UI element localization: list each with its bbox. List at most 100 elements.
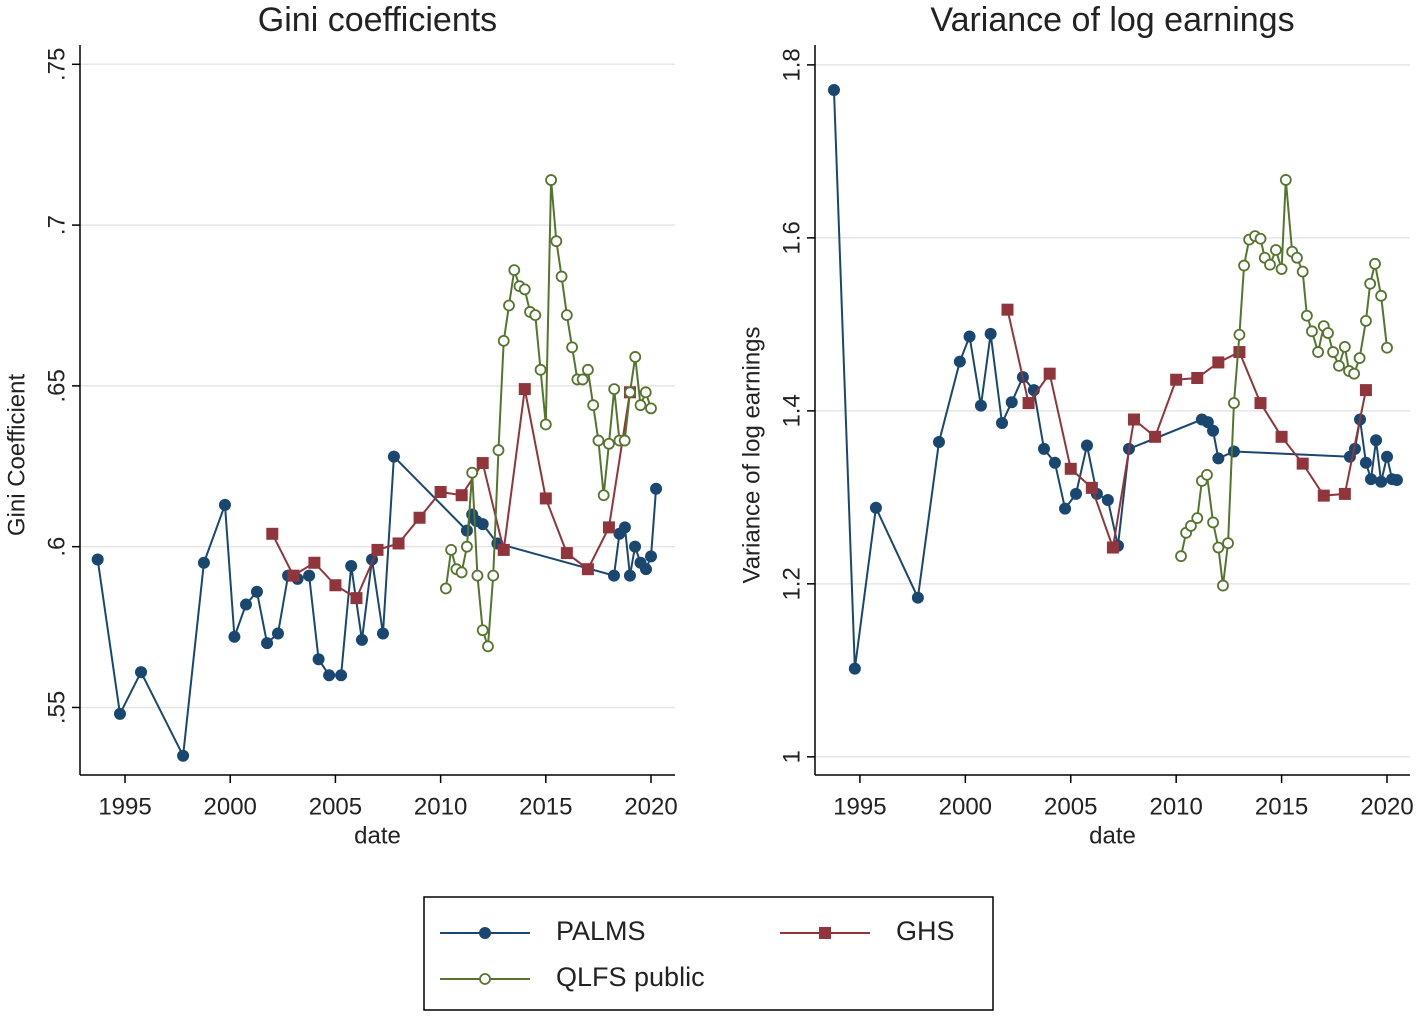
marker (996, 416, 1009, 429)
marker (1254, 232, 1267, 245)
marker (1185, 520, 1197, 532)
marker (932, 436, 945, 449)
marker (250, 585, 263, 598)
marker (1106, 541, 1119, 554)
marker (545, 174, 557, 186)
marker (1291, 251, 1303, 264)
marker (1080, 439, 1093, 452)
marker (508, 264, 521, 277)
marker (266, 527, 279, 540)
y-axis-label: Gini Coefficient (3, 374, 30, 537)
marker (497, 334, 510, 347)
marker (503, 299, 515, 312)
marker (466, 466, 479, 479)
marker (534, 363, 547, 376)
chart-title: Variance of log earnings (930, 1, 1294, 39)
marker (974, 399, 987, 412)
marker (434, 486, 447, 499)
marker (592, 434, 605, 447)
marker (355, 633, 368, 646)
marker (439, 582, 452, 595)
x-tick-label: 1995 (98, 793, 151, 820)
marker (1275, 263, 1288, 275)
marker (529, 309, 542, 322)
marker (91, 553, 104, 566)
marker (1201, 416, 1214, 429)
x-tick-label: 2000 (204, 793, 257, 820)
legend-box (423, 896, 994, 1011)
x-axis-label: date (1089, 822, 1136, 849)
marker (560, 309, 573, 322)
marker (455, 489, 468, 502)
marker (518, 283, 531, 296)
marker (566, 341, 579, 354)
marker (287, 569, 300, 582)
x-tick-label: 1995 (833, 793, 886, 820)
marker (461, 540, 473, 553)
marker (312, 653, 325, 666)
marker (335, 669, 348, 682)
y-tick-label: .6 (43, 537, 70, 557)
marker (350, 592, 363, 605)
marker (487, 569, 500, 582)
x-tick-label: 2005 (309, 793, 362, 820)
y-tick-label: .75 (43, 48, 70, 81)
marker (476, 624, 489, 637)
marker (629, 540, 642, 553)
marker (479, 973, 491, 985)
marker (1228, 397, 1240, 409)
marker (1233, 328, 1246, 341)
marker (1317, 489, 1330, 502)
marker (629, 351, 642, 363)
marker (135, 666, 148, 679)
marker (587, 399, 600, 412)
marker (1264, 258, 1276, 271)
y-tick-label: 1.2 (778, 567, 805, 600)
marker (1359, 384, 1372, 397)
marker (1022, 397, 1035, 410)
legend-label: PALMS (556, 916, 646, 946)
marker (345, 559, 358, 572)
marker (1348, 367, 1361, 380)
x-tick-label: 2005 (1044, 793, 1097, 820)
marker (953, 355, 966, 368)
marker (1338, 487, 1351, 500)
y-tick-label: 1 (778, 750, 805, 763)
marker (555, 270, 568, 283)
marker (261, 637, 274, 650)
x-tick-label: 2015 (519, 793, 572, 820)
marker (1233, 346, 1246, 359)
marker (1279, 174, 1292, 186)
marker (476, 518, 489, 531)
marker (984, 327, 997, 340)
marker (479, 927, 491, 939)
marker (1001, 303, 1014, 316)
x-axis-label: date (354, 822, 401, 849)
marker (1275, 430, 1288, 443)
marker (445, 543, 458, 556)
marker (539, 418, 552, 431)
marker (1207, 516, 1219, 529)
marker (639, 563, 652, 576)
marker (1306, 325, 1318, 338)
marker (271, 627, 284, 640)
marker (608, 383, 621, 395)
marker (1037, 442, 1050, 455)
marker (1201, 468, 1213, 481)
marker (848, 662, 861, 675)
marker (1059, 502, 1072, 515)
marker (1300, 309, 1313, 322)
marker (1270, 244, 1282, 256)
marker (550, 235, 563, 248)
marker (639, 386, 652, 399)
marker (1338, 340, 1351, 353)
marker (1222, 537, 1234, 550)
legend-label: QLFS public (556, 962, 705, 992)
marker (482, 640, 494, 653)
marker (1070, 487, 1083, 500)
marker (1312, 346, 1324, 358)
marker (1381, 450, 1394, 463)
marker (1296, 265, 1309, 278)
marker (645, 402, 657, 415)
